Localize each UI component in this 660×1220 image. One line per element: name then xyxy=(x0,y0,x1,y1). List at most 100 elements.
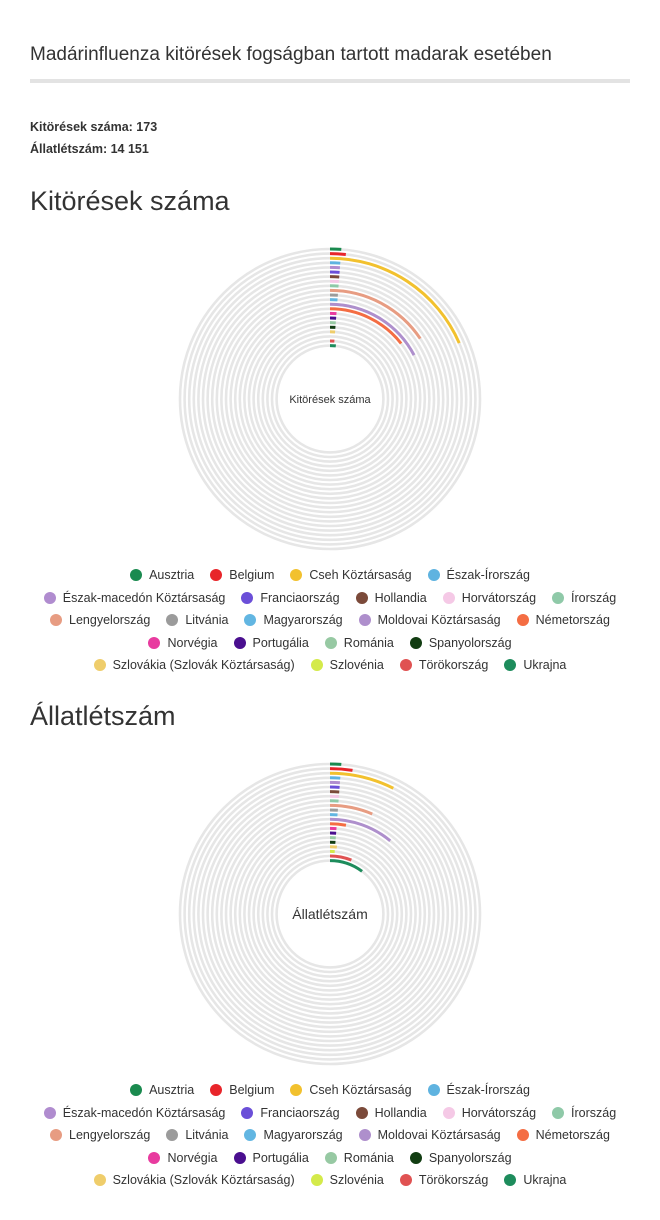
legend-item-belgium[interactable]: Belgium xyxy=(210,568,274,582)
track-ring-spanyolorszag xyxy=(256,840,404,988)
legend-item-torokorszag[interactable]: Törökország xyxy=(399,658,488,672)
legend-item-horvatorszag[interactable]: Horvátország xyxy=(442,591,536,605)
legend-item-ukrajna[interactable]: Ukrajna xyxy=(504,1173,566,1187)
track-ring-eszak-macedon-koztarsasag xyxy=(197,781,463,1047)
legend-item-eszak-irorszag[interactable]: Észak-Írország xyxy=(427,568,530,583)
legend-item-szlovakia-szlovak-koztarsasag[interactable]: Szlovákia (Szlovák Köztársaság) xyxy=(93,1173,295,1187)
track-ring-cseh-koztarsasag xyxy=(187,771,473,1057)
legend-item-horvatorszag[interactable]: Horvátország xyxy=(442,1106,536,1120)
legend-label: Románia xyxy=(343,635,394,650)
legend-label: Észak-Írország xyxy=(446,568,530,583)
legend-item-portugalia[interactable]: Portugália xyxy=(233,1151,309,1165)
legend-dot-icon xyxy=(130,1084,143,1097)
legend-item-franciaorszag[interactable]: Franciaország xyxy=(241,591,340,605)
track-ring-irorszag xyxy=(215,799,445,1029)
legend-item-ukrajna[interactable]: Ukrajna xyxy=(504,658,566,672)
track-ring-horvatorszag xyxy=(210,279,450,519)
legend-item-cseh-koztarsasag[interactable]: Cseh Köztársaság xyxy=(290,568,412,582)
legend-item-ausztria[interactable]: Ausztria xyxy=(130,568,194,582)
legend-label: Norvégia xyxy=(167,635,218,650)
legend-item-norvegia[interactable]: Norvégia xyxy=(148,1151,218,1165)
bar-cseh-koztarsasag[interactable] xyxy=(329,256,461,344)
legend-dot-icon xyxy=(355,1106,368,1119)
legend-item-portugalia[interactable]: Portugália xyxy=(233,636,309,650)
legend-label: Franciaország xyxy=(260,1105,340,1120)
legend-item-szlovenia[interactable]: Szlovénia xyxy=(310,1173,384,1187)
legend-item-litvania[interactable]: Litvánia xyxy=(166,1128,228,1142)
bar-moldovai-koztarsasag[interactable] xyxy=(329,817,392,842)
stat-animal-count: Állatlétszám: 14 151 xyxy=(30,142,149,156)
bar-lengyelorszag[interactable] xyxy=(329,803,373,816)
legend-dot-icon xyxy=(409,636,422,649)
legend-row: Lengyelország Litvánia Magyarország Moldova… xyxy=(30,1124,630,1147)
legend-dot-icon xyxy=(50,614,63,627)
legend-item-moldovai-koztarsasag[interactable]: Moldovai Köztársaság xyxy=(358,613,501,627)
legend-item-romania[interactable]: Románia xyxy=(324,635,394,650)
legend-item-nemetorszag[interactable]: Németország xyxy=(516,613,610,627)
legend-item-szlovakia-szlovak-koztarsasag[interactable]: Szlovákia (Szlovák Köztársaság) xyxy=(93,658,295,673)
legend-item-torokorszag[interactable]: Törökország xyxy=(399,1173,488,1187)
legend-dot-icon xyxy=(290,1084,303,1097)
legend-item-spanyolorszag[interactable]: Spanyolország xyxy=(409,636,512,650)
legend-item-irorszag[interactable]: Írország xyxy=(552,1106,616,1120)
chart-1-title: Kitörések száma xyxy=(30,186,230,216)
legend-item-franciaorszag[interactable]: Franciaország xyxy=(241,1105,340,1120)
bar-torokorszag[interactable] xyxy=(329,854,352,862)
legend-label: Belgium xyxy=(229,568,275,583)
legend-item-cseh-koztarsasag[interactable]: Cseh Köztársaság xyxy=(290,1083,412,1098)
chart-animals: Állatlétszám xyxy=(178,762,482,1066)
legend-dot-icon xyxy=(324,636,337,649)
legend-dot-icon xyxy=(244,614,257,627)
legend-label: Belgium xyxy=(229,1083,275,1098)
track-ring-hollandia xyxy=(206,790,454,1038)
center-label: Állatlétszám xyxy=(292,906,367,922)
bar-lengyelorszag[interactable] xyxy=(329,288,422,340)
legend-label: Magyarország xyxy=(263,1128,343,1143)
bar-cseh-koztarsasag[interactable] xyxy=(329,771,394,790)
legend-dot-icon xyxy=(93,659,106,672)
legend-item-nemetorszag[interactable]: Németország xyxy=(516,1128,610,1142)
legend-dot-icon xyxy=(552,1106,565,1119)
legend-dot-icon xyxy=(233,636,246,649)
legend-item-eszak-irorszag[interactable]: Észak-Írország xyxy=(427,1083,530,1098)
legend-dot-icon xyxy=(310,659,323,672)
legend-dot-icon xyxy=(50,1129,63,1142)
legend-label: Szlovákia (Szlovák Köztársaság) xyxy=(112,658,295,673)
legend-dot-icon xyxy=(324,1151,337,1164)
legend-item-ausztria[interactable]: Ausztria xyxy=(130,1083,194,1097)
legend-item-hollandia[interactable]: Hollandia xyxy=(355,1106,427,1120)
legend-label: Ausztria xyxy=(149,568,195,583)
legend-row: Lengyelország Litvánia Magyarország Moldova… xyxy=(30,609,630,632)
legend-item-magyarorszag[interactable]: Magyarország xyxy=(244,613,343,628)
legend-item-spanyolorszag[interactable]: Spanyolország xyxy=(409,1151,512,1165)
legend-item-hollandia[interactable]: Hollandia xyxy=(355,591,427,605)
chart-outbreaks: Kitörések száma xyxy=(178,247,482,551)
chart-2-title: Állatlétszám xyxy=(30,701,176,731)
legend-item-lengyelorszag[interactable]: Lengyelország xyxy=(50,613,150,627)
legend-label: Magyarország xyxy=(263,613,343,628)
track-ring-eszak-irorszag xyxy=(192,261,468,537)
bar-nemetorszag[interactable] xyxy=(329,307,403,345)
legend-item-eszak-macedon-koztarsasag[interactable]: Észak-macedón Köztársaság xyxy=(43,1106,225,1120)
legend-item-irorszag[interactable]: Írország xyxy=(552,591,616,605)
bar-nemetorszag[interactable] xyxy=(329,822,347,827)
legend-item-szlovenia[interactable]: Szlovénia xyxy=(310,658,384,672)
bar-moldovai-koztarsasag[interactable] xyxy=(329,302,416,356)
legend-item-belgium[interactable]: Belgium xyxy=(210,1083,274,1097)
legend-item-eszak-macedon-koztarsasag[interactable]: Észak-macedón Köztársaság xyxy=(43,591,225,605)
bar-ukrajna[interactable] xyxy=(329,859,363,873)
track-ring-belgium xyxy=(183,767,477,1061)
legend-dot-icon xyxy=(290,569,303,582)
legend-item-litvania[interactable]: Litvánia xyxy=(166,613,228,627)
legend-item-magyarorszag[interactable]: Magyarország xyxy=(244,1128,343,1143)
bar-belgium[interactable] xyxy=(329,252,346,256)
legend-item-lengyelorszag[interactable]: Lengyelország xyxy=(50,1128,150,1142)
legend-label: Észak-Írország xyxy=(446,1083,530,1098)
track-ring-ukrajna xyxy=(275,859,385,969)
legend-item-norvegia[interactable]: Norvégia xyxy=(148,635,218,650)
legend-item-romania[interactable]: Románia xyxy=(324,1151,394,1165)
legend-item-moldovai-koztarsasag[interactable]: Moldovai Köztársaság xyxy=(358,1128,501,1142)
legend-dot-icon xyxy=(241,1106,254,1119)
legend-label: Cseh Köztársaság xyxy=(309,1083,412,1098)
bar-belgium[interactable] xyxy=(329,767,353,772)
